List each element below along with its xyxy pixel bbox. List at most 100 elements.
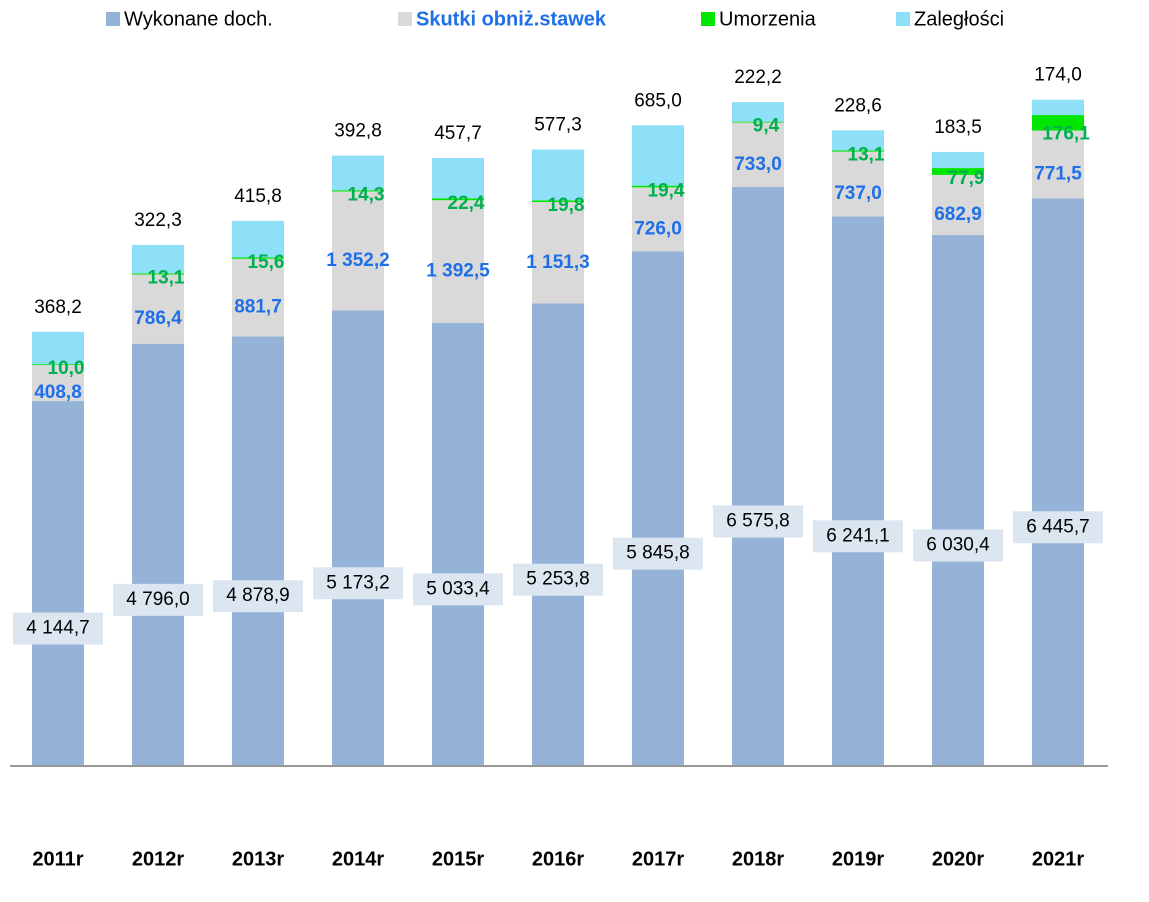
label-box	[1013, 511, 1103, 544]
legend-swatch	[398, 12, 412, 26]
value-label: 228,6	[834, 95, 882, 116]
value-label: 1 151,3	[526, 252, 589, 273]
value-label: 176,1	[1042, 124, 1090, 145]
value-label: 771,5	[1034, 164, 1082, 185]
bar-segment	[332, 310, 384, 766]
bar-segment	[1032, 198, 1084, 766]
bar-segment	[732, 187, 784, 766]
bar-segment	[932, 235, 984, 766]
x-tick-label: 2013r	[232, 848, 284, 870]
bar-segment	[532, 202, 584, 304]
value-label: 577,3	[534, 115, 582, 136]
bar-segment	[932, 151, 984, 169]
bar-segment	[832, 130, 884, 151]
value-label: 726,0	[634, 218, 682, 239]
bar-segment	[1032, 115, 1084, 131]
bar-segment	[732, 102, 784, 122]
bar-segment	[732, 122, 784, 188]
value-label: 786,4	[134, 308, 182, 329]
bar-segment	[132, 274, 184, 344]
x-tick-label: 2018r	[732, 848, 784, 870]
bar-segment	[232, 336, 284, 766]
value-label: 6 241,1	[826, 525, 889, 546]
label-box	[313, 567, 403, 600]
value-label: 10,0	[48, 358, 85, 379]
x-tick-label: 2021r	[1032, 848, 1084, 870]
value-label: 5 845,8	[626, 543, 689, 564]
bar-segment	[832, 216, 884, 767]
bar-segment	[32, 401, 84, 766]
bar-segment	[532, 303, 584, 766]
label-box	[713, 505, 803, 538]
value-label: 408,8	[34, 382, 82, 403]
bar-segment	[832, 151, 884, 217]
value-label: 368,2	[34, 297, 82, 318]
label-box	[13, 612, 103, 645]
bar-segment	[32, 364, 84, 366]
value-label: 14,3	[348, 184, 385, 205]
x-tick-label: 2015r	[432, 848, 484, 870]
bar-segment	[332, 190, 384, 192]
value-label: 1 392,5	[426, 261, 490, 282]
value-label: 77,9	[948, 168, 985, 189]
bar-segment	[532, 149, 584, 201]
x-tick-label: 2012r	[132, 848, 184, 870]
label-box	[113, 583, 203, 616]
bar-segment	[432, 157, 484, 199]
value-label: 22,4	[448, 193, 485, 214]
label-box	[213, 580, 303, 613]
label-box	[513, 563, 603, 596]
value-label: 392,8	[334, 121, 382, 142]
bar-segment	[632, 125, 684, 186]
bar-segment	[432, 198, 484, 201]
value-label: 13,1	[848, 145, 885, 166]
value-label: 682,9	[934, 204, 982, 225]
value-label: 5 033,4	[426, 578, 490, 599]
bar-segment	[232, 257, 284, 259]
label-box	[613, 537, 703, 570]
value-label: 322,3	[134, 210, 182, 231]
bar-segment	[432, 200, 484, 323]
bar-segment	[332, 191, 384, 311]
legend-swatch	[106, 12, 120, 26]
x-tick-label: 2019r	[832, 848, 884, 870]
legend-label: Skutki obniż.stawek	[416, 8, 607, 30]
value-label: 13,1	[148, 268, 185, 289]
value-label: 19,4	[648, 180, 685, 201]
bar-segment	[1032, 130, 1084, 199]
legend-label: Wykonane doch.	[124, 8, 273, 30]
value-label: 5 253,8	[526, 569, 589, 590]
legend-label: Umorzenia	[719, 8, 817, 30]
bar-segment	[632, 187, 684, 252]
bar-segment	[632, 251, 684, 766]
bar-segment	[132, 343, 184, 766]
x-tick-label: 2016r	[532, 848, 584, 870]
value-label: 737,0	[834, 183, 882, 204]
value-label: 174,0	[1034, 65, 1082, 86]
bar-segment	[932, 168, 984, 175]
bar-segment	[32, 365, 84, 402]
x-tick-label: 2020r	[932, 848, 984, 870]
value-label: 4 796,0	[126, 589, 189, 610]
x-tick-label: 2011r	[32, 848, 83, 870]
bar-segment	[132, 244, 184, 274]
value-label: 4 878,9	[226, 585, 289, 606]
value-label: 881,7	[234, 297, 282, 318]
value-label: 19,8	[548, 195, 585, 216]
value-label: 6 030,4	[926, 535, 990, 556]
label-box	[913, 529, 1003, 562]
legend-label: Zaległości	[914, 8, 1004, 30]
bar-segment	[632, 185, 684, 188]
bar-segment	[732, 121, 784, 123]
value-label: 183,5	[934, 117, 982, 138]
value-label: 733,0	[734, 154, 782, 175]
bar-segment	[332, 155, 384, 191]
value-label: 9,4	[753, 116, 780, 137]
bar-segment	[1032, 99, 1084, 116]
bar-segment	[432, 322, 484, 766]
value-label: 222,2	[734, 67, 782, 88]
x-tick-label: 2014r	[332, 848, 384, 870]
bar-segment	[32, 331, 84, 365]
